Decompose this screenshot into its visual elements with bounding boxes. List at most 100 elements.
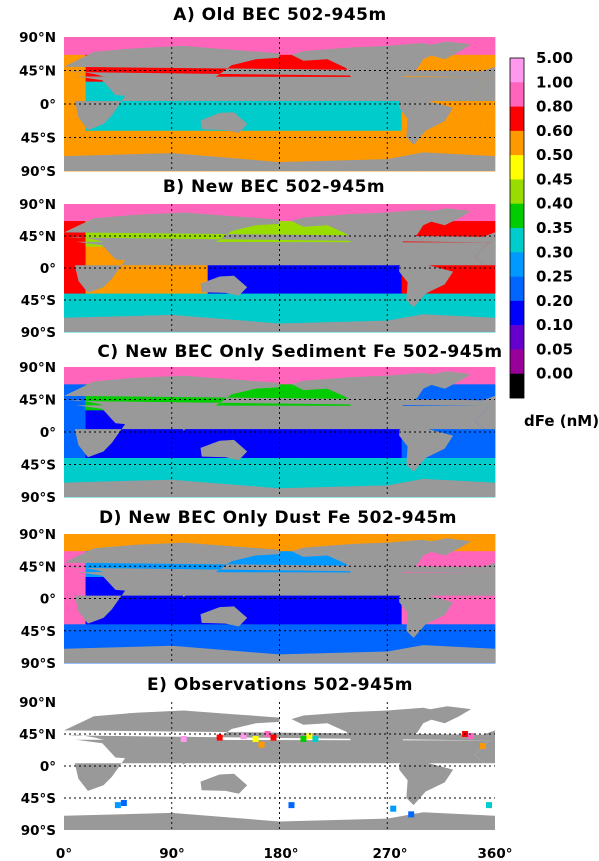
ocean-cell bbox=[372, 121, 381, 127]
ocean-cell bbox=[243, 302, 252, 307]
ocean-cell bbox=[265, 306, 273, 312]
ocean-cell bbox=[164, 462, 173, 468]
ocean-cell bbox=[473, 68, 482, 74]
ocean-cell bbox=[444, 393, 453, 398]
ocean-cell bbox=[336, 272, 345, 277]
ocean-cell bbox=[401, 153, 410, 158]
ocean-cell bbox=[365, 37, 374, 42]
ocean-cell bbox=[473, 289, 482, 294]
ocean-cell bbox=[308, 263, 316, 269]
ocean-cell bbox=[250, 204, 259, 209]
ocean-cell bbox=[301, 204, 309, 209]
ocean-cell bbox=[466, 432, 474, 437]
ocean-cell bbox=[344, 263, 352, 269]
land-europe-wrap bbox=[483, 232, 495, 243]
ocean-cell bbox=[85, 95, 94, 100]
ocean-cell bbox=[64, 250, 72, 256]
ocean-cell bbox=[401, 445, 410, 450]
ocean-cell bbox=[466, 144, 474, 150]
ocean-cell bbox=[466, 225, 474, 230]
ocean-cell bbox=[78, 406, 86, 411]
ocean-cell bbox=[423, 59, 431, 65]
ocean-cell bbox=[487, 108, 496, 114]
ocean-cell bbox=[358, 108, 367, 114]
ocean-cell bbox=[128, 204, 137, 209]
ocean-cell bbox=[322, 440, 331, 446]
ocean-cell bbox=[451, 121, 460, 127]
ocean-cell bbox=[473, 126, 482, 132]
ocean-cell bbox=[143, 310, 151, 316]
ocean-cell bbox=[487, 375, 496, 381]
ocean-cell bbox=[487, 432, 496, 437]
ocean-cell bbox=[365, 306, 374, 312]
ocean-cell bbox=[444, 144, 453, 150]
ocean-cell bbox=[430, 293, 438, 299]
ocean-cell bbox=[92, 306, 101, 312]
ocean-cell bbox=[71, 250, 79, 256]
ocean-cell bbox=[372, 148, 381, 154]
ocean-cell bbox=[64, 144, 72, 150]
ocean-cell bbox=[487, 148, 496, 154]
ocean-cell bbox=[351, 117, 359, 123]
ocean-cell bbox=[487, 212, 496, 218]
ocean-cell bbox=[265, 204, 273, 209]
ocean-cell bbox=[157, 263, 165, 269]
ocean-cell bbox=[207, 458, 216, 463]
ocean-cell bbox=[121, 263, 130, 269]
ocean-cell bbox=[466, 204, 474, 209]
ocean-cell bbox=[214, 72, 223, 78]
ocean-cell bbox=[344, 297, 352, 303]
ocean-cell bbox=[336, 432, 345, 437]
ocean-cell bbox=[358, 302, 367, 307]
ocean-cell bbox=[315, 117, 323, 123]
ocean-cell bbox=[186, 144, 194, 150]
ocean-cell bbox=[85, 208, 94, 213]
ocean-cell bbox=[178, 112, 187, 118]
ocean-cell bbox=[207, 263, 216, 269]
ocean-cell bbox=[322, 139, 331, 145]
ocean-cell bbox=[178, 126, 187, 132]
ocean-cell bbox=[143, 117, 151, 123]
ocean-cell bbox=[257, 153, 266, 158]
ocean-cell bbox=[344, 314, 352, 320]
ocean-cell bbox=[415, 63, 424, 69]
ocean-cell bbox=[322, 268, 331, 273]
ocean-cell bbox=[365, 126, 374, 132]
ocean-cell bbox=[121, 212, 130, 218]
ocean-cell bbox=[423, 293, 431, 299]
ocean-cell bbox=[308, 135, 316, 141]
ocean-cell bbox=[480, 99, 489, 105]
ocean-cell bbox=[207, 268, 216, 273]
ocean-cell bbox=[164, 130, 173, 136]
ocean-cell bbox=[387, 135, 395, 141]
ocean-cell bbox=[344, 139, 352, 145]
ocean-cell bbox=[401, 144, 410, 150]
ocean-cell bbox=[121, 37, 130, 42]
ocean-cell bbox=[380, 268, 388, 273]
ocean-cell bbox=[229, 302, 237, 307]
ocean-cell bbox=[193, 449, 201, 455]
ocean-cell bbox=[135, 367, 144, 372]
ocean-cell bbox=[301, 112, 309, 118]
ocean-cell bbox=[286, 104, 295, 109]
ocean-cell bbox=[372, 445, 381, 450]
ocean-cell bbox=[121, 99, 130, 105]
ocean-cell bbox=[293, 453, 302, 459]
ocean-cell bbox=[372, 302, 381, 307]
ocean-cell bbox=[236, 393, 244, 398]
ocean-cell bbox=[64, 148, 72, 154]
ocean-cell bbox=[315, 148, 323, 154]
ocean-cell bbox=[214, 139, 223, 145]
ocean-cell bbox=[480, 268, 489, 273]
ocean-cell bbox=[85, 406, 94, 411]
ocean-cell bbox=[64, 45, 72, 51]
ocean-cell bbox=[92, 130, 101, 136]
ocean-cell bbox=[272, 72, 280, 78]
ocean-cell bbox=[336, 208, 345, 213]
ocean-cell bbox=[473, 432, 482, 437]
ocean-cell bbox=[329, 293, 338, 299]
ocean-cell bbox=[107, 204, 115, 209]
ocean-cell bbox=[473, 458, 482, 463]
ocean-cell bbox=[473, 139, 482, 145]
ocean-cell bbox=[272, 367, 280, 372]
